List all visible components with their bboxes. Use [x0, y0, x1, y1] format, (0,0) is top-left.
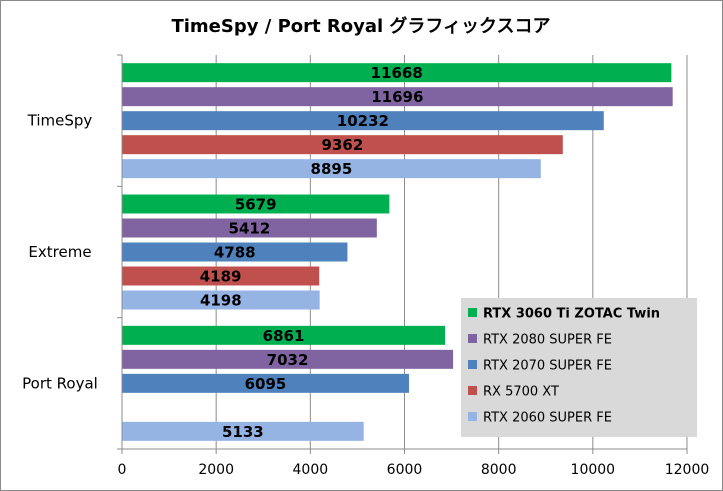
chart-title: TimeSpy / Port Royal グラフィックスコア — [171, 15, 550, 37]
category-label: Port Royal — [22, 374, 98, 392]
category-label: Extreme — [28, 243, 91, 261]
bar — [122, 159, 541, 179]
x-tick-label: 12000 — [665, 462, 710, 478]
data-label: 5412 — [229, 220, 271, 238]
bar — [122, 194, 390, 214]
axes: 0 2000 4000 6000 8000 10000 12000 TimeSpy Extrem… — [22, 54, 710, 478]
x-tick-label: 6000 — [387, 462, 423, 478]
category-label: TimeSpy — [27, 112, 93, 130]
legend: RTX 3060 Ti ZOTAC Twin RTX 2080 SUPER FE R… — [461, 298, 697, 437]
data-label: 11696 — [371, 88, 423, 106]
data-label: 4788 — [214, 244, 256, 262]
legend-label: RTX 3060 Ti ZOTAC Twin — [483, 307, 660, 322]
data-label: 4198 — [200, 292, 242, 310]
data-label: 6095 — [245, 375, 287, 393]
data-label: 11668 — [371, 64, 423, 82]
legend-label: RX 5700 XT — [483, 385, 559, 400]
legend-swatch — [468, 308, 477, 317]
bars: 11668 11696 10232 9362 8895 5679 5412 4788 4189 4… — [122, 63, 673, 441]
legend-label: RTX 2070 SUPER FE — [483, 359, 612, 374]
data-label: 9362 — [322, 136, 364, 154]
bar — [122, 421, 364, 441]
legend-swatch — [468, 386, 477, 395]
bar — [122, 242, 348, 262]
data-label: 8895 — [311, 160, 353, 178]
bar — [122, 111, 604, 131]
bar — [122, 349, 454, 369]
legend-label: RTX 2060 SUPER FE — [483, 411, 612, 426]
x-tick-label: 8000 — [481, 462, 517, 478]
bar — [122, 135, 563, 155]
x-tick-label: 2000 — [198, 462, 234, 478]
legend-swatch — [468, 334, 477, 343]
bar — [122, 63, 672, 83]
data-label: 7032 — [267, 351, 309, 369]
data-label: 10232 — [337, 112, 389, 130]
x-tick-label: 10000 — [571, 462, 616, 478]
data-label: 6861 — [263, 327, 305, 345]
bar — [122, 266, 320, 286]
x-tick-label: 4000 — [293, 462, 329, 478]
bar — [122, 87, 673, 107]
legend-swatch — [468, 360, 477, 369]
x-tick-label: 0 — [118, 462, 127, 478]
bar — [122, 290, 320, 310]
data-label: 5133 — [222, 423, 264, 441]
legend-box — [461, 298, 697, 437]
bar — [122, 218, 377, 238]
data-label: 5679 — [235, 196, 277, 214]
bar — [122, 325, 446, 345]
legend-swatch — [468, 412, 477, 421]
bar — [122, 373, 409, 393]
data-label: 4189 — [200, 268, 242, 286]
legend-label: RTX 2080 SUPER FE — [483, 333, 612, 348]
